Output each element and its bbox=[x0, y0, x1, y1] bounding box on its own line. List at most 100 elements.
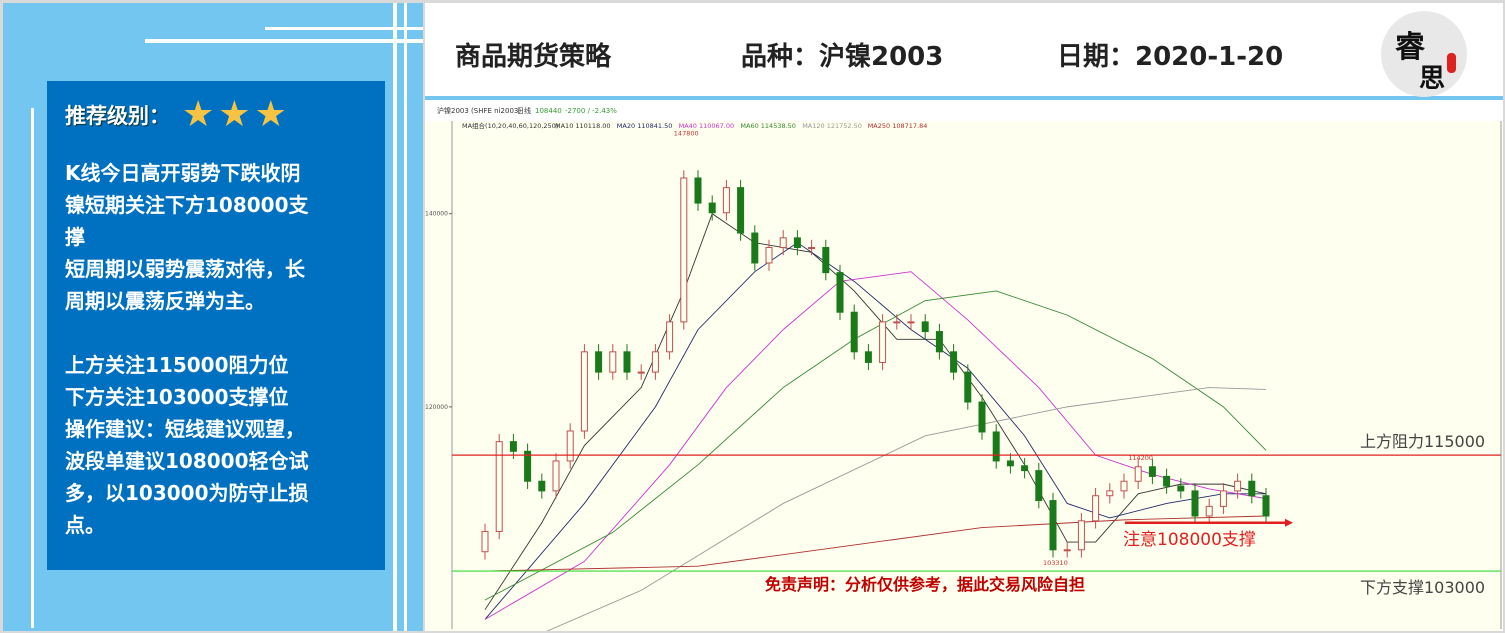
candle-body bbox=[737, 187, 745, 234]
candle-body bbox=[1120, 480, 1128, 492]
arrow-head-icon bbox=[1285, 518, 1293, 527]
ma-line-ma250 bbox=[484, 515, 1267, 572]
candle-body bbox=[481, 530, 489, 553]
brand-logo: 睿 思 bbox=[1381, 11, 1467, 97]
last-price: 108440 bbox=[535, 107, 562, 115]
y-tick-label: 120000 bbox=[425, 404, 448, 411]
period-select: 日线 bbox=[517, 106, 531, 115]
candle-body bbox=[580, 351, 588, 432]
kline-chart[interactable]: 沪镍2003 (SHFE ni2003)日线 108440 -2700 / -2.4… bbox=[425, 104, 1503, 631]
candle-body bbox=[1006, 460, 1014, 467]
candle-body bbox=[907, 321, 915, 324]
decor-line bbox=[393, 3, 397, 631]
ma-legend-4: MA120 121752.50 bbox=[802, 122, 862, 130]
ma-legend-5: MA250 108717.84 bbox=[868, 122, 928, 130]
candle-body bbox=[651, 351, 659, 373]
candle-body bbox=[1205, 505, 1213, 517]
candle-body bbox=[1248, 480, 1256, 497]
y-tick-label: 140000 bbox=[425, 211, 448, 218]
candle-body bbox=[793, 237, 801, 249]
candle-body bbox=[921, 321, 929, 333]
candle-body bbox=[950, 351, 958, 373]
price-change: -2700 / -2.43% bbox=[565, 107, 617, 115]
candle-body bbox=[552, 460, 560, 492]
candle-body bbox=[609, 351, 617, 373]
candle-body bbox=[992, 431, 1000, 462]
decor-line bbox=[31, 108, 34, 628]
candle-body bbox=[637, 371, 645, 374]
support-note: 注意108000支撑 bbox=[1123, 530, 1256, 550]
resistance-label: 上方阻力115000 bbox=[1360, 432, 1485, 451]
ma-group-label: MA组合(10,20,40,60,120,250) bbox=[462, 121, 558, 130]
candle-body bbox=[566, 430, 574, 462]
candle-body bbox=[779, 237, 787, 249]
candle-body bbox=[893, 321, 901, 324]
candle-body bbox=[879, 321, 887, 363]
candle-body bbox=[524, 450, 532, 482]
candle-body bbox=[1106, 490, 1114, 497]
candle-body bbox=[978, 401, 986, 433]
candle-body bbox=[509, 441, 517, 452]
candle-body bbox=[836, 272, 844, 313]
candle-body bbox=[1191, 490, 1199, 517]
candle-body bbox=[1177, 485, 1185, 492]
candle-body bbox=[495, 441, 503, 532]
candle-body bbox=[1262, 495, 1270, 517]
ma-legend-0: MA10 110118.00 bbox=[555, 122, 611, 130]
candle-body bbox=[1021, 465, 1029, 472]
candle-body bbox=[623, 351, 631, 373]
candle-body bbox=[666, 321, 674, 353]
star-icon: ★ bbox=[182, 94, 215, 135]
ma-legend-1: MA20 110841.50 bbox=[617, 122, 673, 130]
candle-body bbox=[765, 247, 773, 264]
symbol-label: 沪镍2003 (SHFE ni2003) bbox=[437, 106, 521, 115]
candle-body bbox=[1163, 475, 1171, 487]
disclaimer: 免责声明：分析仅供参考，据此交易风险自担 bbox=[765, 575, 1085, 594]
candle-body bbox=[1148, 466, 1156, 477]
candle-body bbox=[722, 187, 730, 214]
candle-body bbox=[1063, 549, 1071, 552]
candle-body bbox=[708, 202, 716, 214]
decor-line bbox=[265, 27, 423, 30]
ma-legend-3: MA60 114538.50 bbox=[740, 122, 796, 130]
price-annotation: 103310 bbox=[1043, 559, 1068, 567]
candle-body bbox=[1234, 480, 1242, 492]
decor-line bbox=[404, 3, 407, 631]
svg-text:睿: 睿 bbox=[1395, 30, 1426, 65]
candle-body bbox=[1049, 500, 1057, 551]
left-panel: 推荐级别： ★ ★ ★ K线今日高开弱势下跌收阴 镍短期关注下方108000支 撑 … bbox=[3, 3, 423, 631]
decor-line bbox=[145, 39, 423, 43]
candle-body bbox=[1035, 470, 1043, 502]
svg-text:思: 思 bbox=[1419, 64, 1445, 94]
candle-body bbox=[808, 247, 816, 250]
ma-line-ma10 bbox=[484, 213, 1267, 610]
ma-line-ma120 bbox=[546, 387, 1267, 631]
candle-body bbox=[538, 480, 546, 492]
header: 商品期货策略 品种：沪镍2003 日期：2020-1-20 睿 思 bbox=[425, 3, 1503, 100]
candle-body bbox=[964, 371, 972, 403]
rating-row: 推荐级别： ★ ★ ★ bbox=[65, 97, 367, 133]
ma-line-ma60 bbox=[484, 290, 1267, 601]
star-icon: ★ bbox=[254, 94, 287, 135]
price-annotation: 114200 bbox=[1128, 454, 1153, 462]
candle-body bbox=[1092, 495, 1100, 522]
price-annotation: 147800 bbox=[674, 129, 699, 137]
candle-body bbox=[751, 232, 759, 264]
chart-toolbar bbox=[425, 104, 1503, 121]
support-label: 下方支撑103000 bbox=[1360, 578, 1485, 597]
strategy-card: 推荐级别： ★ ★ ★ K线今日高开弱势下跌收阴 镍短期关注下方108000支 撑 … bbox=[47, 81, 385, 570]
strategy-text: K线今日高开弱势下跌收阴 镍短期关注下方108000支 撑 短周期以弱势震荡对待… bbox=[65, 161, 309, 537]
candle-body bbox=[822, 247, 830, 274]
candle-body bbox=[595, 351, 603, 373]
page-title: 商品期货策略 bbox=[455, 42, 612, 72]
variety-label: 品种：沪镍2003 bbox=[741, 42, 944, 72]
ma-legend-2: MA40 110067.00 bbox=[679, 122, 735, 130]
rating-label: 推荐级别： bbox=[65, 104, 170, 128]
candle-body bbox=[864, 351, 872, 363]
candle-body bbox=[935, 331, 943, 353]
date-label: 日期：2020-1-20 bbox=[1057, 42, 1284, 72]
candle-body bbox=[850, 311, 858, 353]
chart-background bbox=[425, 104, 1503, 631]
candle-body bbox=[1134, 466, 1142, 482]
candle-body bbox=[1077, 520, 1085, 551]
